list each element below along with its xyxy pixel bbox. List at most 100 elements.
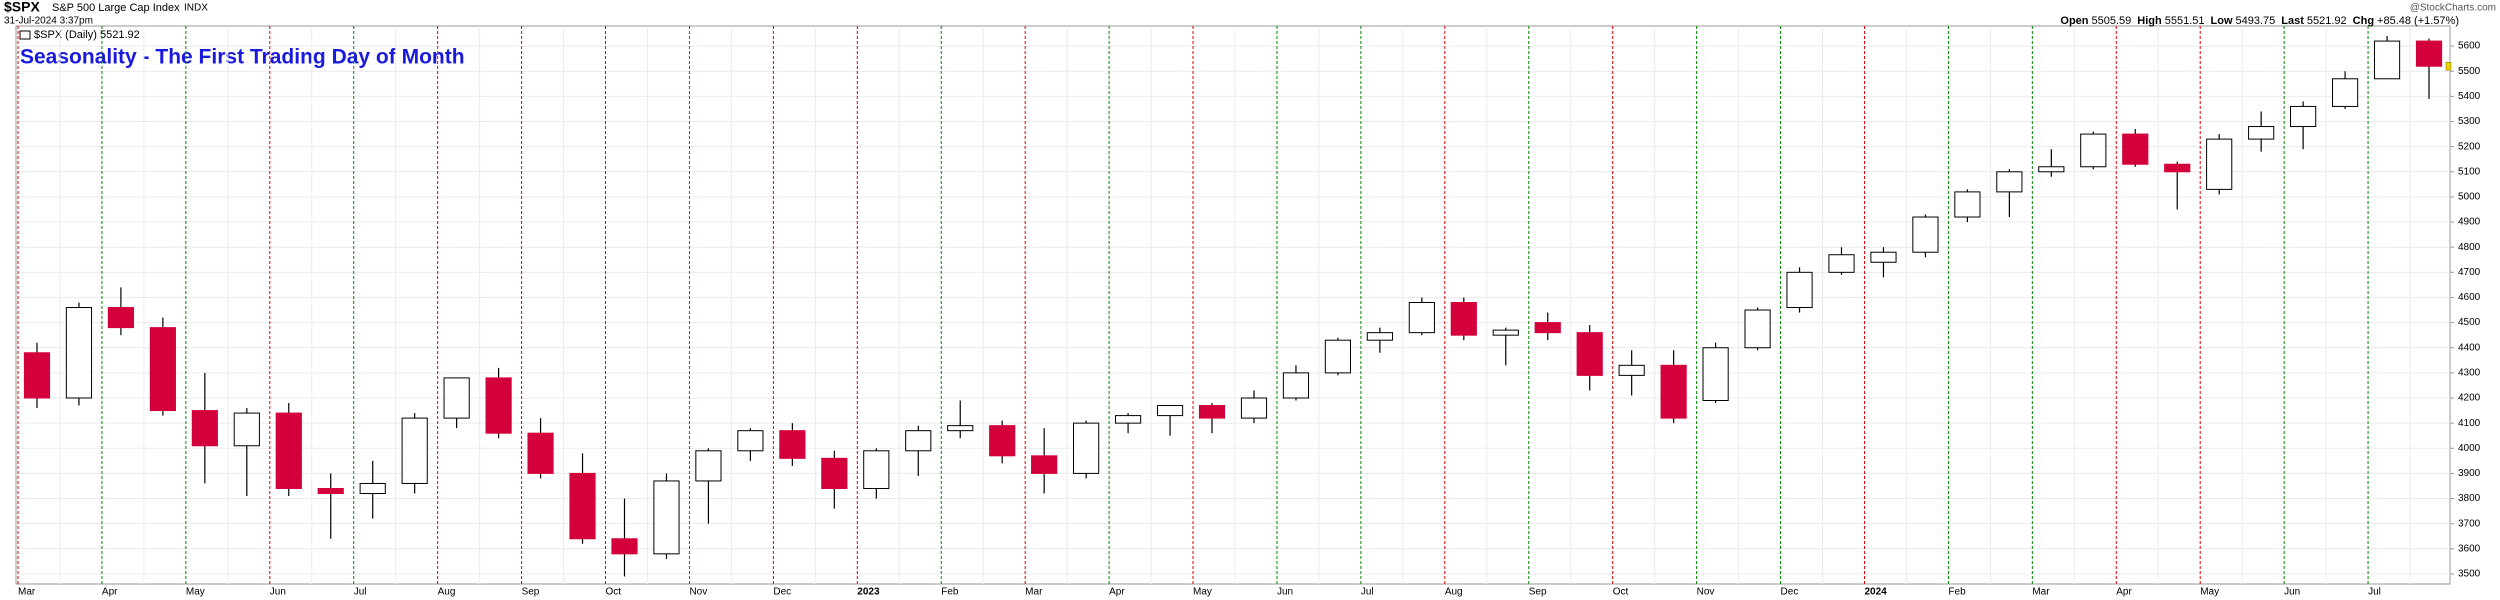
candle-body [1282, 372, 1310, 399]
x-tick-label: Feb [1948, 587, 1966, 598]
candle-body [2290, 105, 2317, 128]
candle-body [23, 352, 51, 399]
quote-value: 5505.59 [2092, 15, 2132, 27]
timestamp: 31-Jul-2024 3:37pm [4, 16, 93, 27]
candle-body [1198, 405, 1226, 419]
candle-body [695, 450, 722, 482]
candle-body [779, 430, 806, 459]
candle-body [2038, 166, 2065, 173]
candle-body [527, 432, 554, 474]
y-tick-label: 4300 [2458, 368, 2481, 379]
candle-body [1324, 339, 1352, 374]
last-marker [2445, 61, 2452, 71]
y-tick-label: 5500 [2458, 66, 2481, 77]
quote-label: Low [2211, 15, 2233, 27]
candle-body [2164, 163, 2191, 173]
y-tick-label: 4100 [2458, 418, 2481, 429]
x-tick-label: Sep [522, 587, 540, 598]
candle-body [443, 377, 470, 419]
x-tick-label: May [186, 587, 205, 598]
y-tick-label: 3900 [2458, 468, 2481, 479]
x-tick-label: May [1193, 587, 1212, 598]
y-tick-label: 5100 [2458, 166, 2481, 177]
candle-body [821, 457, 848, 489]
x-tick-label: Nov [1697, 587, 1715, 598]
candle-body [1114, 415, 1142, 424]
candle-body [1996, 171, 2023, 193]
y-tick-label: 4200 [2458, 393, 2481, 404]
candle-body [1618, 364, 1645, 376]
y-tick-label: 5600 [2458, 41, 2481, 52]
candle-body [2122, 133, 2149, 165]
y-tick-label: 4600 [2458, 292, 2481, 303]
x-tick-label: Dec [1781, 587, 1799, 598]
y-tick-label: 3800 [2458, 493, 2481, 504]
candle-body [1156, 405, 1184, 417]
candle-body [1660, 364, 1687, 419]
quote-value: 5493.75 [2236, 15, 2276, 27]
x-tick-label: Jun [2284, 587, 2300, 598]
candle-body [2248, 126, 2275, 140]
credit: @StockCharts.com [2410, 3, 2496, 14]
y-tick-label: 4900 [2458, 217, 2481, 228]
x-tick-label: Oct [1613, 587, 1629, 598]
candle-body [1786, 271, 1813, 309]
candle-body [275, 412, 302, 489]
candle-body [1828, 254, 1855, 273]
x-tick-label: 2024 [1864, 587, 1887, 598]
candle-body [359, 482, 386, 495]
candle-body [1031, 455, 1058, 474]
quote-label: High [2137, 15, 2162, 27]
candle-body [1576, 332, 1603, 376]
chart-title: Seasonality - The First Trading Day of M… [20, 46, 465, 69]
x-tick-label: Aug [438, 587, 456, 598]
x-tick-label: Jun [1277, 587, 1293, 598]
candle-body [2373, 40, 2401, 80]
y-tick-label: 5400 [2458, 91, 2481, 102]
candle-body [1744, 309, 1771, 349]
candle-body [1450, 301, 1477, 336]
candle-body [1492, 329, 1519, 336]
candle-body [2415, 40, 2443, 67]
x-tick-label: Apr [1109, 587, 1125, 598]
candle-body [1534, 322, 1561, 334]
candle-body [569, 472, 596, 540]
x-tick-label: Sep [1529, 587, 1547, 598]
x-tick-label: Mar [18, 587, 36, 598]
x-tick-label: Aug [1445, 587, 1463, 598]
x-tick-label: Apr [2116, 587, 2132, 598]
candle-body [1702, 347, 1729, 402]
x-tick-label: Mar [2032, 587, 2050, 598]
candle-body [65, 307, 93, 399]
candle-body [1912, 216, 1939, 253]
candle-body [401, 417, 428, 484]
y-tick-label: 4700 [2458, 267, 2481, 278]
y-tick-label: 3700 [2458, 518, 2481, 529]
x-tick-label: Feb [941, 587, 959, 598]
quote-value: +85.48 (+1.57%) [2377, 15, 2459, 27]
candle-body [149, 327, 176, 412]
candle-body [947, 425, 974, 432]
x-tick-label: Dec [773, 587, 791, 598]
candle-body [2080, 133, 2107, 168]
candle-body [737, 430, 764, 452]
quote: Open 5505.59 High 5551.51 Low 5493.75 Last 5521… [2060, 15, 2459, 27]
quote-label: Chg [2353, 15, 2374, 27]
x-tick-label: May [2200, 587, 2219, 598]
x-tick-label: Oct [606, 587, 622, 598]
candle-body [1870, 251, 1897, 263]
quote-label: Open [2060, 15, 2088, 27]
y-tick-label: 4400 [2458, 342, 2481, 353]
exchange: INDX [184, 3, 208, 14]
candle-body [107, 307, 135, 329]
candle-body [1954, 191, 1981, 218]
y-tick-label: 5200 [2458, 141, 2481, 152]
y-tick-label: 4000 [2458, 443, 2481, 454]
y-tick-label: 5300 [2458, 116, 2481, 127]
quote-label: Last [2281, 15, 2304, 27]
quote-value: 5521.92 [2307, 15, 2347, 27]
y-tick-label: 3600 [2458, 543, 2481, 554]
candle-body [989, 425, 1016, 457]
x-tick-label: Jul [2368, 587, 2381, 598]
